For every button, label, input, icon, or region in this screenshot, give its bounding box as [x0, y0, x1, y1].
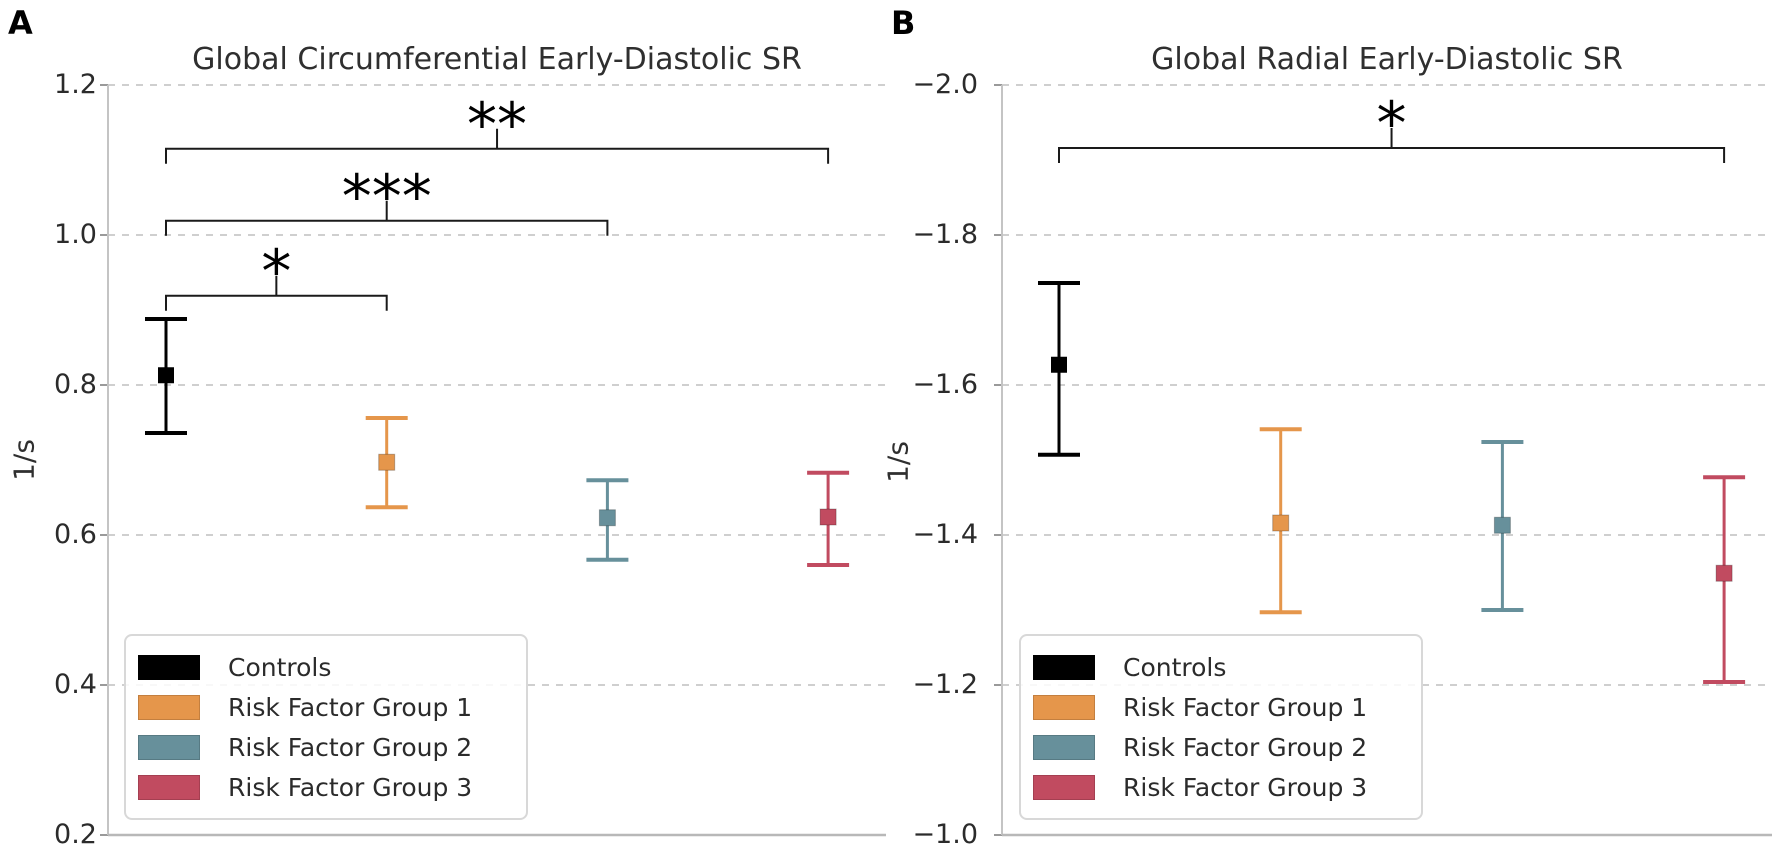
legend-swatch	[1033, 694, 1095, 720]
legend-item: Risk Factor Group 2	[1033, 727, 1407, 767]
significance-bracket	[165, 128, 830, 164]
legend-swatch	[1033, 654, 1095, 680]
panel-a-legend: Controls Risk Factor Group 1 Risk Factor G…	[124, 634, 528, 820]
y-tick-label: 0.6	[54, 519, 97, 550]
panel-b-title: Global Radial Early-Diastolic SR	[1151, 42, 1623, 77]
significance-bracket	[165, 200, 609, 236]
y-tick-label: −2.0	[912, 69, 978, 100]
significance-asterisks: *	[1376, 89, 1407, 159]
y-tick-label: 0.4	[54, 669, 97, 700]
significance-asterisks: **	[467, 89, 528, 160]
legend-item: Risk Factor Group 3	[138, 767, 512, 807]
mean-marker	[819, 508, 837, 526]
panel-b-letter: B	[891, 4, 916, 42]
panel-a-title: Global Circumferential Early-Diastolic S…	[192, 42, 802, 77]
legend-item: Risk Factor Group 3	[1033, 767, 1407, 807]
significance-asterisks: ***	[341, 161, 432, 232]
panel-b-y-axis-label: 1/s	[881, 441, 915, 483]
panel-a-y-axis-label: 1/s	[7, 439, 41, 481]
panel-a-letter: A	[8, 4, 33, 42]
mean-marker	[1272, 514, 1290, 532]
significance-bracket	[165, 275, 388, 311]
legend-label: Risk Factor Group 2	[1123, 732, 1368, 762]
legend-swatch	[1033, 734, 1095, 760]
legend-swatch	[1033, 774, 1095, 800]
legend-label: Risk Factor Group 3	[228, 772, 473, 802]
legend-item: Risk Factor Group 1	[1033, 687, 1407, 727]
y-tick-label: 1.2	[54, 69, 97, 100]
y-tick-label: −1.0	[912, 819, 978, 850]
mean-marker	[1493, 516, 1511, 534]
y-tick-label: 0.8	[54, 369, 97, 400]
mean-marker	[158, 367, 174, 384]
legend-label: Risk Factor Group 1	[1123, 692, 1368, 722]
mean-marker	[598, 509, 616, 527]
mean-marker	[1715, 564, 1733, 582]
y-tick-label: −1.4	[912, 519, 978, 550]
legend-swatch	[138, 694, 200, 720]
y-tick-label: 1.0	[54, 219, 97, 250]
legend-label: Risk Factor Group 2	[228, 732, 473, 762]
y-tick-label: −1.8	[912, 219, 978, 250]
significance-asterisks: *	[261, 236, 292, 307]
significance-bracket	[1058, 128, 1726, 163]
legend-item: Risk Factor Group 1	[138, 687, 512, 727]
legend-label: Controls	[228, 652, 332, 682]
legend-swatch	[138, 774, 200, 800]
legend-label: Risk Factor Group 1	[228, 692, 473, 722]
y-tick-label: 0.2	[54, 819, 97, 850]
legend-item: Controls	[1033, 647, 1407, 687]
legend-item: Controls	[138, 647, 512, 687]
y-tick-label: −1.2	[912, 669, 978, 700]
panel-b-legend: Controls Risk Factor Group 1 Risk Factor G…	[1019, 634, 1423, 820]
legend-item: Risk Factor Group 2	[138, 727, 512, 767]
mean-marker	[378, 453, 396, 471]
y-tick-label: −1.6	[912, 369, 978, 400]
legend-swatch	[138, 654, 200, 680]
legend-label: Risk Factor Group 3	[1123, 772, 1368, 802]
mean-marker	[1051, 356, 1067, 373]
legend-swatch	[138, 734, 200, 760]
legend-label: Controls	[1123, 652, 1227, 682]
